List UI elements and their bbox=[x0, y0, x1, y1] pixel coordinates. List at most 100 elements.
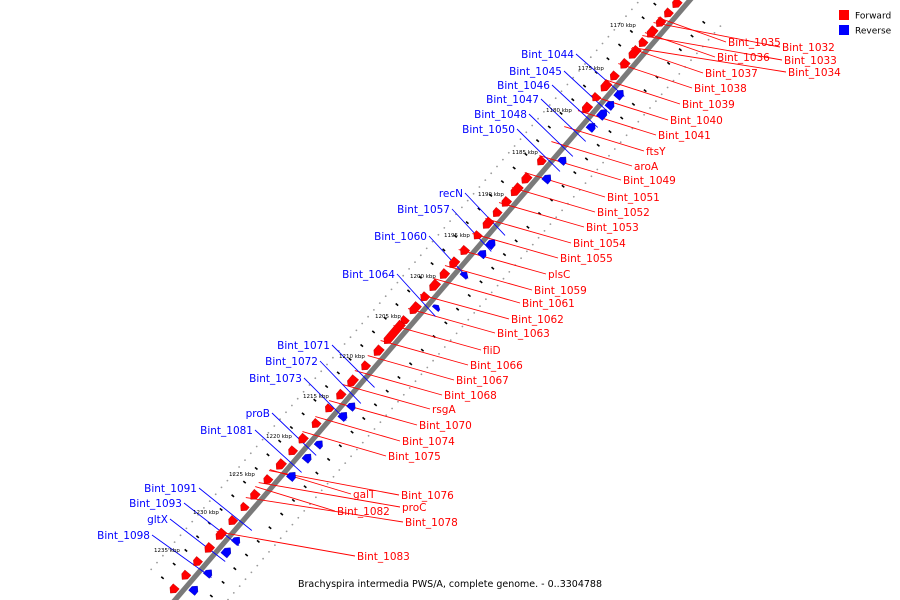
guide-dot bbox=[543, 230, 546, 232]
forward-gene bbox=[361, 360, 372, 371]
guide-dot bbox=[361, 441, 364, 444]
tick-mark bbox=[430, 261, 434, 266]
forward-label: Bint_1053 bbox=[586, 222, 639, 234]
reverse-label: Bint_1072 bbox=[265, 356, 318, 368]
leader-line bbox=[271, 412, 317, 456]
forward-label: galT bbox=[353, 489, 376, 501]
forward-gene bbox=[628, 45, 642, 59]
reverse-label: Bint_1050 bbox=[462, 124, 515, 136]
kbp-label: 1180 kbp bbox=[546, 108, 572, 114]
kbp-label: 1200 kbp bbox=[410, 274, 436, 280]
guide-dot bbox=[572, 195, 575, 198]
guide-dot bbox=[496, 165, 498, 168]
forward-gene bbox=[420, 291, 431, 302]
guide-dot bbox=[578, 70, 580, 72]
leader-line bbox=[644, 32, 716, 58]
guide-dot bbox=[608, 154, 610, 157]
reverse-gene bbox=[313, 440, 323, 450]
guide-dot bbox=[672, 79, 675, 82]
guide-dot bbox=[508, 271, 511, 273]
leader-line bbox=[511, 187, 596, 213]
tick-mark bbox=[643, 88, 647, 93]
forward-label: Bint_1066 bbox=[470, 360, 523, 372]
reverse-gene bbox=[301, 453, 312, 464]
leader-line bbox=[564, 126, 645, 152]
reverse-gene bbox=[286, 472, 296, 482]
leader-line bbox=[245, 497, 404, 523]
reverse-gene bbox=[346, 402, 356, 412]
leader-line bbox=[367, 355, 455, 381]
guide-dot bbox=[649, 107, 651, 109]
tick-mark bbox=[408, 362, 413, 366]
guide-dot bbox=[525, 131, 528, 134]
leader-line bbox=[354, 370, 443, 396]
guide-dot bbox=[719, 25, 722, 27]
leader-line bbox=[396, 273, 436, 317]
tick-mark bbox=[160, 576, 165, 580]
tick-mark bbox=[641, 16, 645, 20]
forward-label: Bint_1075 bbox=[388, 451, 441, 463]
forward-gene bbox=[298, 432, 309, 444]
guide-dot bbox=[402, 393, 405, 396]
reverse-gene bbox=[202, 569, 213, 579]
forward-gene bbox=[521, 172, 533, 184]
guide-dot bbox=[479, 305, 481, 307]
leader-line bbox=[631, 47, 787, 73]
forward-gene bbox=[672, 0, 683, 8]
forward-gene bbox=[275, 458, 287, 470]
tick-mark bbox=[406, 289, 411, 293]
guide-dot bbox=[473, 312, 476, 314]
forward-gene bbox=[620, 57, 631, 69]
backbone bbox=[171, 0, 694, 600]
kbp-label: 1195 kbp bbox=[444, 233, 470, 239]
forward-gene bbox=[501, 196, 513, 207]
reverse-label: Bint_1060 bbox=[374, 231, 427, 243]
tick-mark bbox=[289, 425, 294, 430]
leader-line bbox=[407, 308, 496, 334]
tick-mark bbox=[524, 152, 528, 156]
reverse-gene bbox=[557, 156, 567, 166]
tick-mark bbox=[362, 416, 366, 421]
tick-mark bbox=[195, 535, 200, 539]
kbp-label: 1225 kbp bbox=[229, 472, 255, 478]
forward-label: Bint_1076 bbox=[401, 490, 454, 502]
guide-dot bbox=[408, 387, 411, 389]
forward-label: Bint_1083 bbox=[357, 551, 410, 563]
guide-dot bbox=[678, 73, 681, 75]
guide-dot bbox=[443, 227, 446, 229]
guide-dot bbox=[637, 120, 640, 123]
forward-label: Bint_1039 bbox=[682, 99, 735, 111]
tick-mark bbox=[420, 348, 425, 352]
tick-mark bbox=[666, 61, 671, 65]
guide-dot bbox=[167, 548, 170, 550]
tick-mark bbox=[172, 562, 176, 566]
forward-label: Bint_1049 bbox=[623, 175, 676, 187]
guide-dot bbox=[402, 274, 405, 277]
guide-dot bbox=[531, 124, 534, 127]
guide-dot bbox=[208, 500, 211, 502]
leader-line bbox=[653, 22, 781, 48]
guide-dot bbox=[520, 257, 522, 260]
guide-dot bbox=[613, 148, 616, 150]
guide-dot bbox=[303, 510, 306, 512]
tick-mark bbox=[373, 403, 378, 407]
forward-gene bbox=[646, 25, 659, 38]
forward-gene bbox=[581, 101, 594, 114]
guide-dot bbox=[373, 309, 375, 311]
guide-dot bbox=[490, 172, 493, 175]
guide-dot bbox=[431, 240, 434, 243]
tick-mark bbox=[453, 234, 458, 238]
leader-line bbox=[551, 141, 633, 167]
guide-dot bbox=[285, 411, 287, 414]
guide-dot bbox=[320, 370, 323, 373]
leader-line bbox=[328, 400, 418, 426]
guide-dot bbox=[390, 288, 393, 291]
reverse-label: Bint_1073 bbox=[249, 373, 302, 385]
forward-gene bbox=[240, 501, 250, 512]
forward-label: Bint_1036 bbox=[717, 52, 770, 64]
guide-dot bbox=[414, 380, 417, 383]
tick-mark bbox=[266, 453, 270, 457]
guide-dot bbox=[560, 90, 563, 93]
guide-dot bbox=[314, 377, 317, 380]
forward-gene bbox=[482, 216, 495, 229]
